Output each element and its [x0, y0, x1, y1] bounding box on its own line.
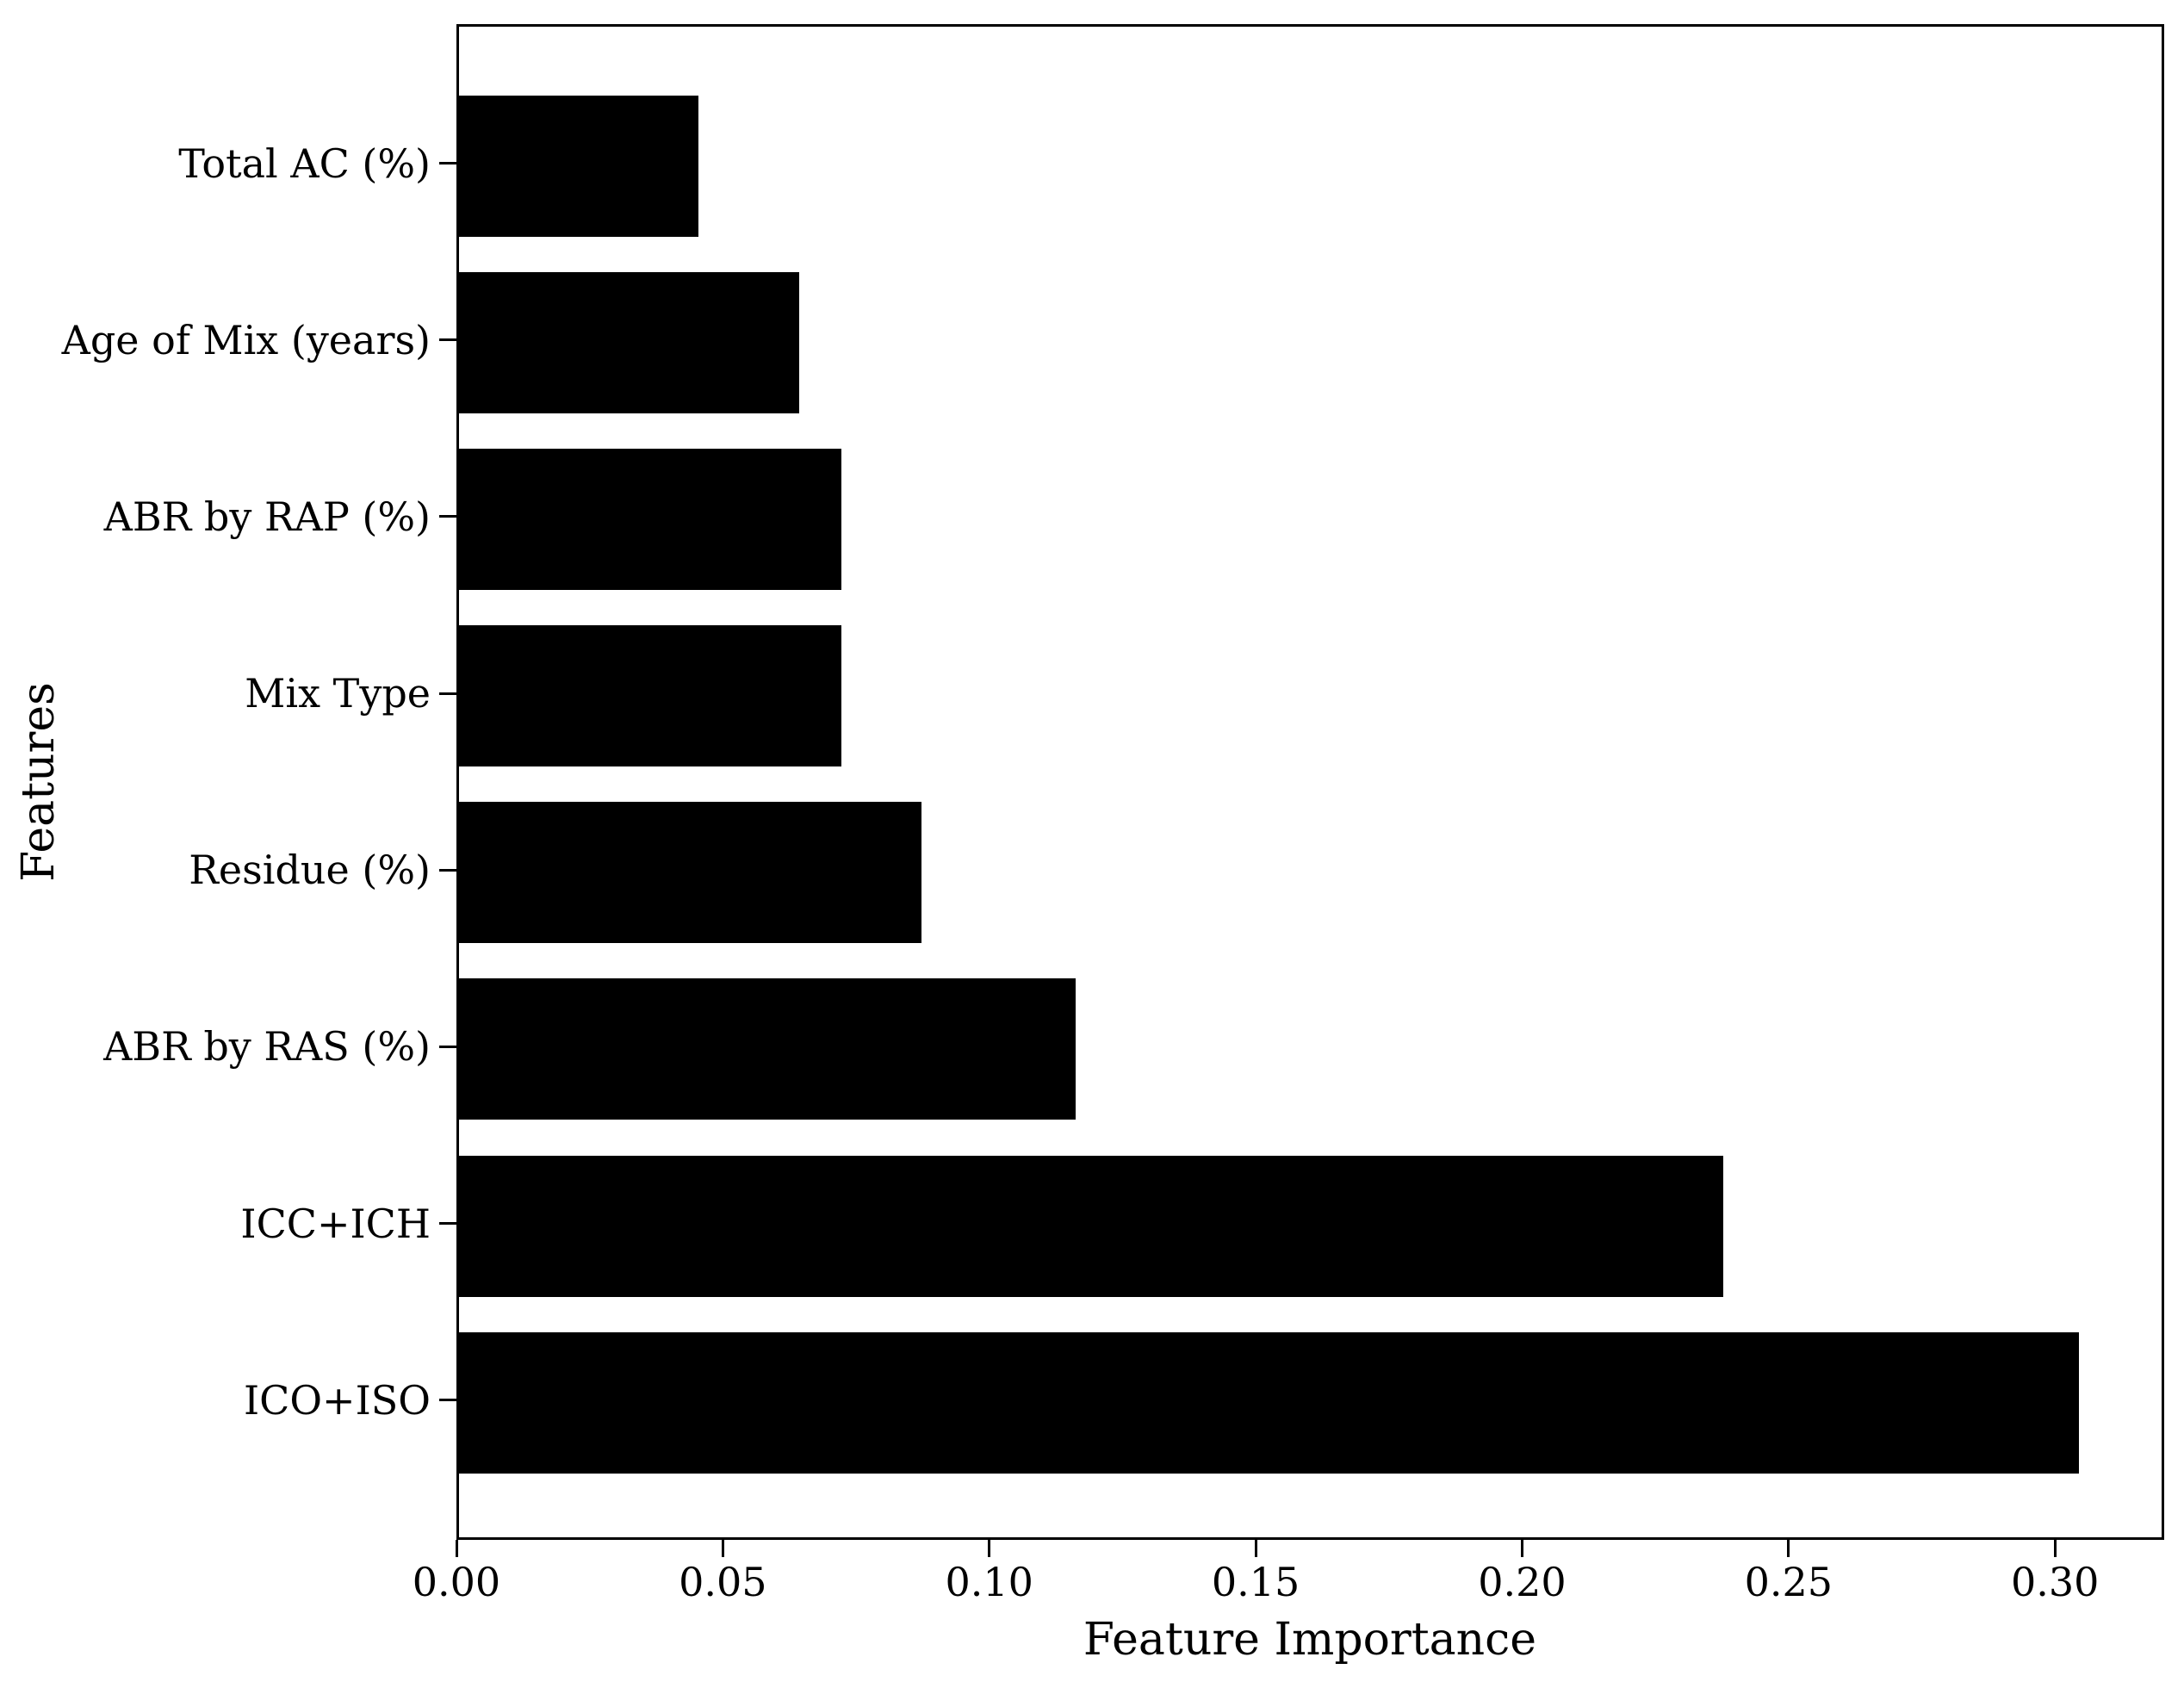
bar-total-ac [459, 95, 698, 237]
x-tick-label: 0.25 [1744, 1559, 1833, 1605]
bar-residue [459, 802, 921, 944]
x-tick-label: 0.10 [945, 1559, 1033, 1605]
x-tick-mark [1787, 1540, 1790, 1557]
y-tick-mark [439, 868, 456, 872]
y-tick-label: ICO+ISO [243, 1376, 431, 1424]
y-tick-mark [439, 162, 456, 164]
bar-ico-iso [459, 1331, 2080, 1474]
y-tick-label: Mix Type [245, 670, 431, 717]
bar-mix-type [459, 625, 842, 766]
bar-abr-by-rap [459, 448, 842, 590]
y-tick-mark [439, 1222, 456, 1226]
x-tick-mark [2053, 1540, 2057, 1557]
y-tick-label: Age of Mix (years) [61, 316, 431, 363]
x-tick-mark [455, 1540, 458, 1557]
y-tick-label: ABR by RAS (%) [103, 1023, 431, 1071]
bar-age-of-mix-years [459, 271, 799, 413]
bar-icc-ich [459, 1155, 1724, 1297]
x-tick-label: 0.15 [1211, 1559, 1300, 1605]
y-tick-mark [439, 338, 456, 342]
y-tick-label: Total AC (%) [178, 140, 431, 187]
x-tick-label: 0.20 [1478, 1559, 1567, 1605]
x-tick-mark [1254, 1540, 1257, 1557]
x-axis-title: Feature Importance [1083, 1614, 1537, 1666]
x-tick-label: 0.30 [2010, 1559, 2100, 1605]
x-tick-label: 0.05 [679, 1559, 767, 1605]
y-tick-mark [439, 1399, 456, 1402]
y-tick-label: ABR by RAP (%) [103, 493, 431, 540]
x-tick-mark [1520, 1540, 1523, 1557]
y-tick-mark [439, 1045, 456, 1048]
x-tick-label: 0.00 [412, 1559, 501, 1605]
y-axis-title: Features [13, 682, 65, 882]
plot-area [456, 24, 2164, 1540]
y-tick-label: ICC+ICH [240, 1200, 431, 1247]
y-tick-mark [439, 692, 456, 695]
x-tick-mark [988, 1540, 991, 1557]
y-tick-mark [439, 515, 456, 518]
y-tick-label: Residue (%) [189, 847, 431, 894]
x-tick-mark [721, 1540, 724, 1557]
bar-abr-by-ras [459, 978, 1076, 1120]
